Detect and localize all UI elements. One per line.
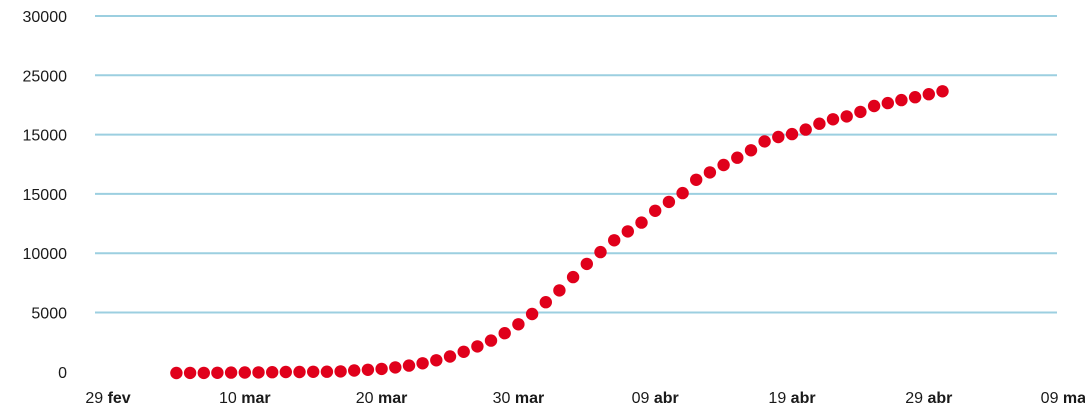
data-point: [772, 130, 785, 144]
data-point: [881, 96, 894, 110]
data-point: [402, 359, 416, 372]
data-point: [416, 357, 429, 370]
data-point: [252, 366, 265, 379]
data-point: [443, 350, 457, 363]
y-tick-label: 30000: [23, 9, 68, 26]
data-point: [717, 158, 730, 172]
y-tick-label: 15000: [23, 187, 68, 204]
data-point: [936, 85, 949, 98]
data-point: [826, 113, 840, 126]
data-point: [348, 364, 361, 377]
data-point: [799, 123, 812, 136]
y-tick-label: 15000: [23, 128, 68, 145]
data-point: [430, 354, 443, 367]
x-tick-label: 20 mar: [356, 390, 408, 407]
x-tick-label: 09 abr: [632, 390, 679, 407]
data-point: [566, 270, 580, 284]
data-point: [703, 166, 717, 179]
data-point: [608, 234, 621, 247]
data-point: [498, 327, 511, 340]
data-point: [539, 296, 552, 309]
data-point: [922, 88, 935, 101]
data-point: [183, 366, 197, 380]
data-point: [457, 345, 470, 358]
x-tick-label: 29 abr: [905, 390, 952, 407]
data-point: [484, 334, 498, 347]
data-point: [197, 366, 210, 380]
data-point: [279, 365, 292, 379]
data-point: [731, 151, 744, 164]
data-point: [854, 105, 867, 119]
data-point: [238, 366, 251, 379]
x-tick-label: 09 mai: [1041, 390, 1085, 407]
data-point: [758, 135, 771, 148]
data-point: [320, 365, 334, 378]
data-point: [840, 110, 853, 123]
gridlines: [95, 15, 1057, 314]
data-point: [621, 225, 634, 238]
data-point: [785, 127, 799, 141]
x-tick-label: 29 fev: [85, 390, 130, 407]
data-point: [170, 366, 183, 380]
y-tick-label: 10000: [23, 246, 68, 263]
x-axis-tick-labels: 29 fev 10 mar 20 mar 30 mar 09 abr 19 abr 29 a…: [85, 390, 1085, 407]
data-point: [813, 117, 826, 130]
data-point: [266, 366, 279, 379]
data-point: [361, 363, 375, 376]
y-tick-label: 25000: [23, 68, 68, 85]
data-point: [525, 307, 539, 321]
data-point: [293, 365, 306, 379]
y-tick-label: 5000: [31, 306, 67, 323]
data-point: [867, 99, 881, 113]
data-point: [375, 362, 388, 376]
x-tick-label: 10 mar: [219, 390, 271, 407]
x-tick-label: 30 mar: [493, 390, 545, 407]
data-point: [895, 93, 908, 107]
data-point: [471, 340, 484, 353]
data-point: [662, 195, 676, 209]
data-points: [170, 85, 949, 380]
data-point: [389, 361, 402, 374]
data-point: [908, 91, 922, 104]
data-point: [676, 186, 689, 200]
data-point: [649, 204, 662, 217]
data-point: [512, 318, 525, 331]
data-point: [580, 257, 593, 271]
y-tick-label: 0: [58, 365, 67, 382]
data-point: [334, 365, 347, 378]
data-point: [307, 365, 320, 378]
data-point: [594, 245, 607, 259]
data-point: [690, 173, 703, 186]
y-axis-tick-labels: 0 5000 10000 15000 15000 25000 30000: [23, 9, 68, 382]
x-tick-label: 19 abr: [768, 390, 815, 407]
data-point: [224, 366, 238, 379]
data-point: [744, 144, 758, 157]
data-point: [635, 216, 648, 229]
data-point: [553, 284, 566, 297]
data-point: [211, 366, 224, 379]
